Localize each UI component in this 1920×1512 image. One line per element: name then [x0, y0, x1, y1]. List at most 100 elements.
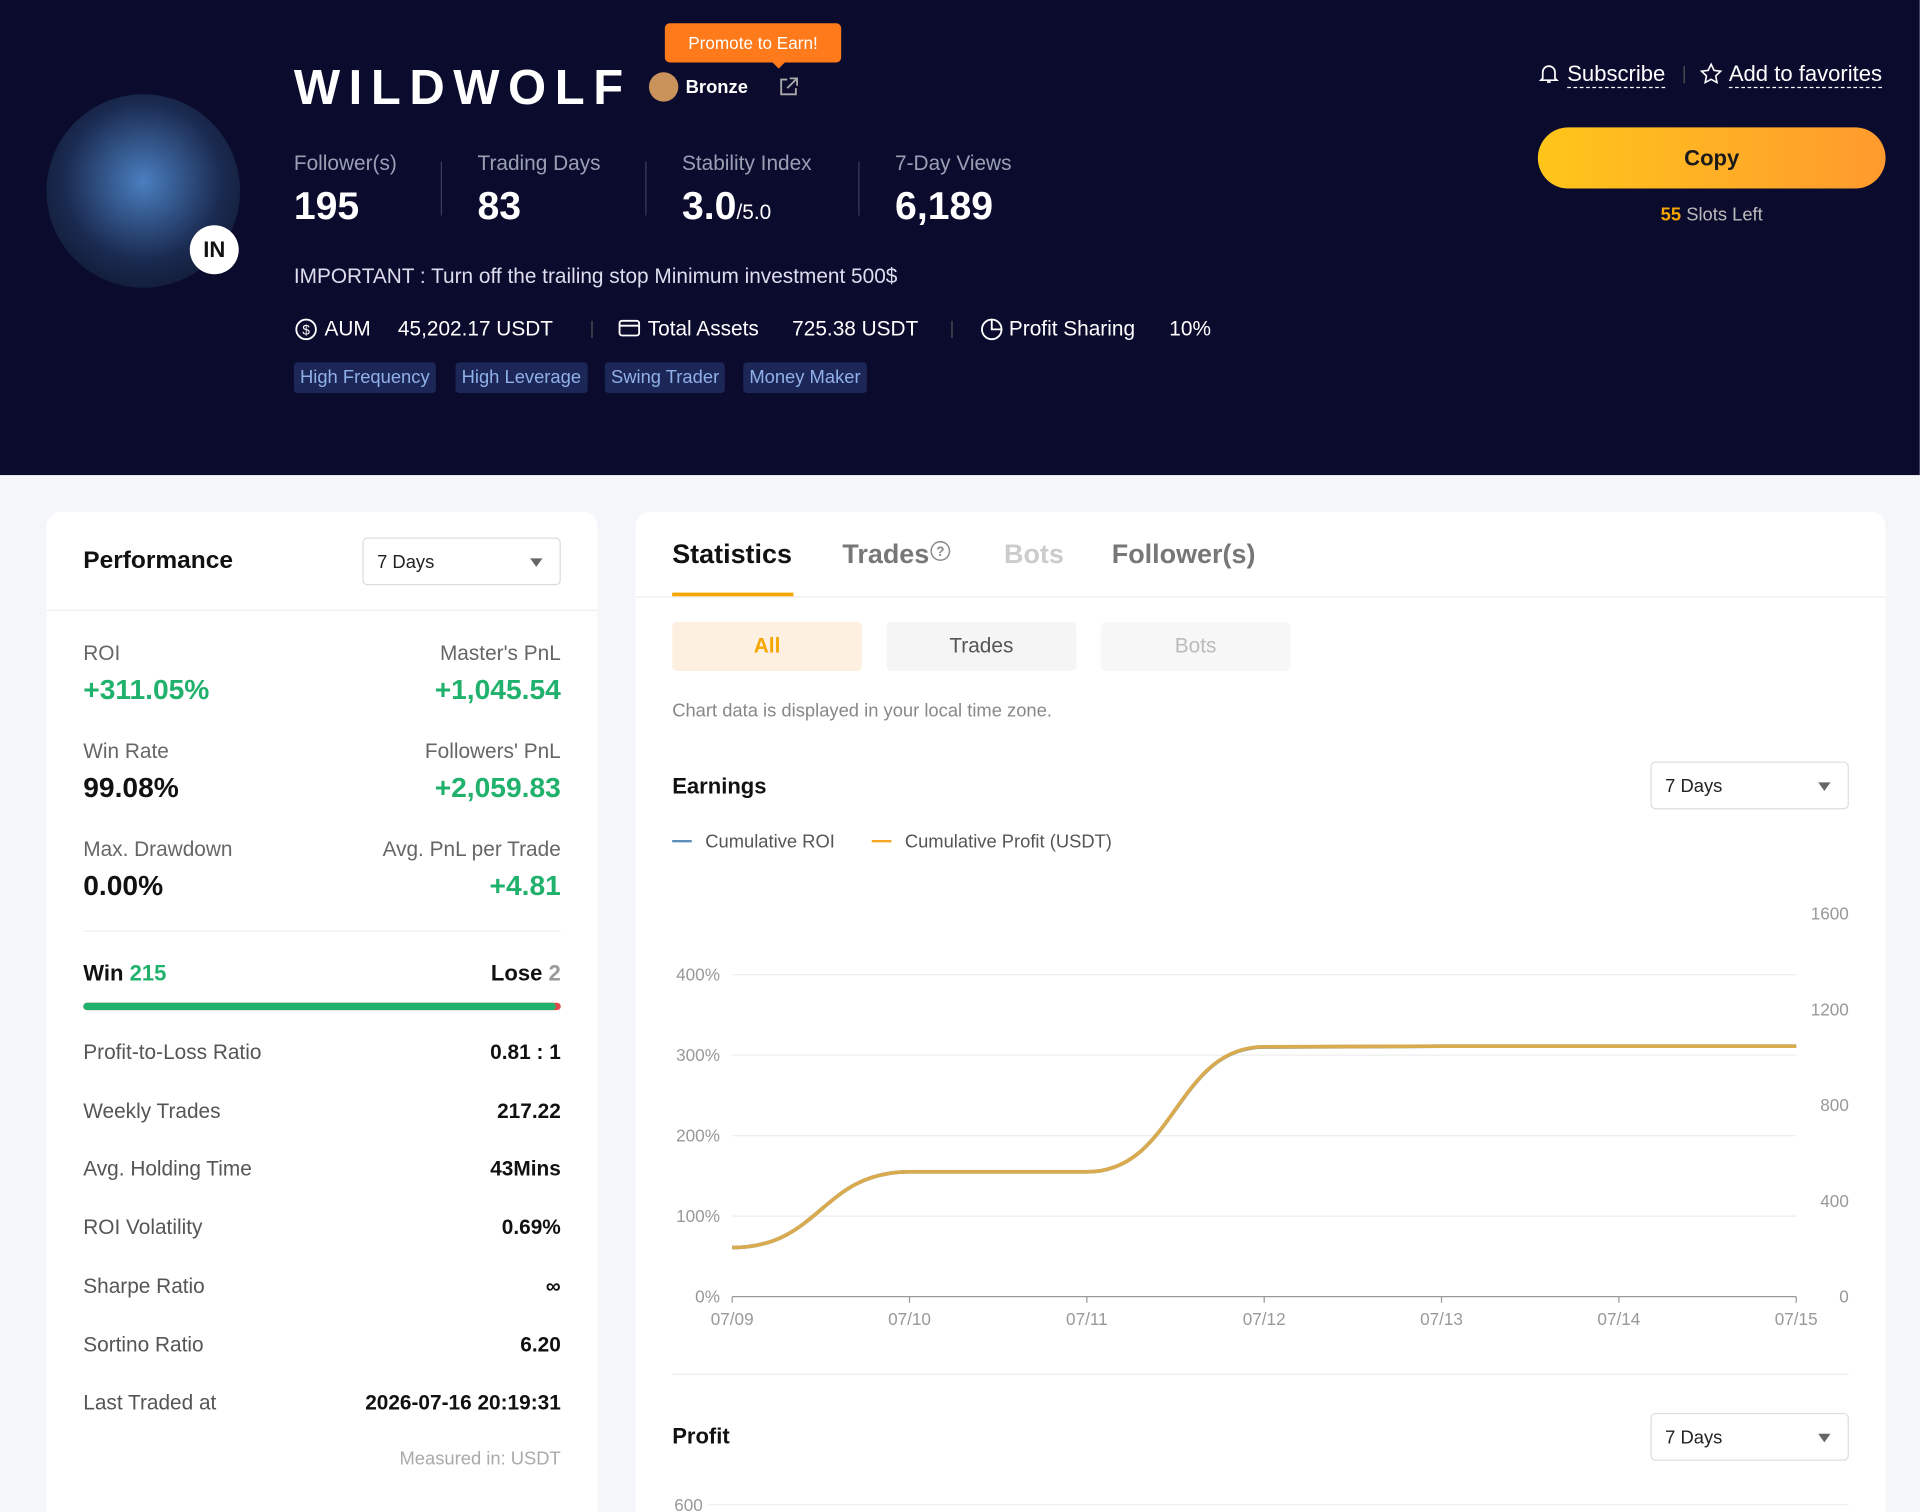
- win-label: Win: [83, 961, 124, 986]
- y-tick-label: 200%: [676, 1126, 720, 1146]
- tab[interactable]: Trades?: [842, 539, 951, 571]
- badge-label: Bronze: [685, 77, 748, 98]
- lose-label: Lose: [490, 961, 543, 986]
- divider: [672, 1373, 1849, 1376]
- kpi-label: ROI: [83, 641, 121, 665]
- divider: [635, 596, 1886, 598]
- period-label: 7 Days: [1665, 1427, 1723, 1449]
- period-dropdown[interactable]: 7 Days: [362, 537, 561, 586]
- y-tick-label: 300%: [676, 1045, 720, 1065]
- metric-value: 10%: [1169, 317, 1211, 341]
- row-value: ∞: [545, 1274, 561, 1298]
- y2-tick-label: 400: [1820, 1191, 1849, 1211]
- row-value: 43Mins: [490, 1157, 561, 1181]
- row-label: ROI Volatility: [83, 1215, 203, 1240]
- y2-tick-label: 1200: [1811, 999, 1849, 1019]
- x-tick-label: 07/15: [1775, 1309, 1818, 1329]
- divider: [645, 161, 647, 216]
- legend-label: Cumulative Profit (USDT): [905, 830, 1112, 851]
- row-value: 2026-07-16 20:19:31: [365, 1391, 561, 1415]
- series-line: [732, 1044, 1797, 1250]
- kpi-label: Master's PnL: [439, 641, 561, 665]
- y2-tick-label: 800: [1820, 1095, 1849, 1115]
- stat-value: 83: [477, 183, 522, 228]
- subscribe-button[interactable]: Subscribe: [1567, 61, 1666, 89]
- performance-title: Performance: [83, 547, 233, 575]
- slots-label: Slots Left: [1686, 204, 1763, 226]
- y-tick-label: 100%: [676, 1206, 720, 1226]
- y-tick-label: 400%: [676, 965, 720, 985]
- row-value: 0.81 : 1: [490, 1040, 561, 1065]
- stability-value: 3.0: [681, 183, 737, 228]
- kpi-value: +311.05%: [83, 673, 210, 706]
- y-tick-label: 0%: [695, 1287, 720, 1307]
- kpi-value: +1,045.54: [434, 673, 561, 706]
- stat-value: 195: [293, 183, 360, 228]
- y2-tick-label: 0: [1839, 1287, 1849, 1307]
- share-icon[interactable]: [777, 76, 799, 98]
- svg-text:$: $: [302, 322, 310, 337]
- trader-name: WILDWOLF: [293, 61, 632, 116]
- star-icon: [1699, 62, 1723, 85]
- profile-header: Promote to Earn! IN WILDWOLF Bronze Foll…: [0, 0, 1920, 476]
- tab: Bots: [1004, 538, 1064, 570]
- lose-value: 2: [548, 961, 561, 986]
- tag: High Frequency: [293, 362, 436, 394]
- performance-card: [46, 511, 598, 1512]
- avatar-label: IN: [189, 225, 239, 275]
- period-dropdown[interactable]: 7 Days: [1650, 1412, 1849, 1461]
- profit-y-tick-label: 600: [674, 1495, 703, 1512]
- row-label: Sortino Ratio: [83, 1332, 204, 1357]
- period-dropdown[interactable]: 7 Days: [1650, 761, 1849, 810]
- profit-title: Profit: [672, 1423, 730, 1449]
- sharing-icon: [981, 318, 1003, 341]
- stat-label: Follower(s): [293, 151, 397, 176]
- x-tick-label: 07/09: [711, 1309, 754, 1329]
- favorites-button[interactable]: Add to favorites: [1728, 61, 1882, 89]
- divider: [83, 930, 561, 932]
- lose-count: Lose 2: [491, 961, 561, 987]
- metric-value: 725.38 USDT: [792, 317, 919, 341]
- y2-tick-label: 1600: [1811, 904, 1849, 924]
- tab[interactable]: Statistics: [672, 538, 792, 570]
- x-tick-label: 07/12: [1243, 1309, 1286, 1329]
- stat-value: 6,189: [895, 183, 994, 228]
- divider: [46, 609, 598, 611]
- x-tick-label: 07/13: [1420, 1309, 1463, 1329]
- description: IMPORTANT : Turn off the trailing stop M…: [293, 264, 898, 288]
- metric-label: Total Assets: [647, 317, 759, 341]
- row-value: 6.20: [520, 1332, 561, 1357]
- tag: Swing Trader: [604, 362, 726, 394]
- kpi-label: Win Rate: [83, 739, 169, 763]
- x-tick-label: 07/14: [1597, 1309, 1640, 1329]
- subtab[interactable]: All: [672, 621, 862, 671]
- x-tick-label: 07/10: [888, 1309, 931, 1329]
- kpi-label: Max. Drawdown: [83, 837, 233, 861]
- bell-icon: [1538, 65, 1559, 83]
- promo-badge[interactable]: Promote to Earn!: [664, 23, 842, 63]
- statistics-card: [635, 511, 1886, 1512]
- copy-button[interactable]: Copy: [1537, 127, 1886, 189]
- svg-text:?: ?: [936, 544, 944, 559]
- row-label: Profit-to-Loss Ratio: [83, 1040, 262, 1065]
- divider: [440, 161, 443, 216]
- metric-label: Profit Sharing: [1008, 317, 1136, 341]
- series-line: [732, 1044, 1797, 1250]
- slots: 55 Slots Left: [1538, 204, 1886, 225]
- tab[interactable]: Follower(s): [1111, 538, 1256, 570]
- row-label: Sharpe Ratio: [83, 1274, 205, 1298]
- row-label: Last Traded at: [83, 1391, 217, 1415]
- row-value: 0.69%: [501, 1215, 561, 1240]
- stat-label: 7-Day Views: [895, 151, 1012, 176]
- row-label: Weekly Trades: [83, 1099, 221, 1123]
- kpi-value: +2,059.83: [434, 771, 561, 804]
- divider: [951, 320, 953, 338]
- kpi-label: Avg. PnL per Trade: [382, 837, 561, 861]
- timezone-note: Chart data is displayed in your local ti…: [672, 700, 1052, 722]
- assets-icon: [618, 319, 641, 337]
- subtab[interactable]: Trades: [886, 621, 1077, 671]
- kpi-label: Followers' PnL: [424, 739, 561, 763]
- subtab: Bots: [1100, 621, 1291, 671]
